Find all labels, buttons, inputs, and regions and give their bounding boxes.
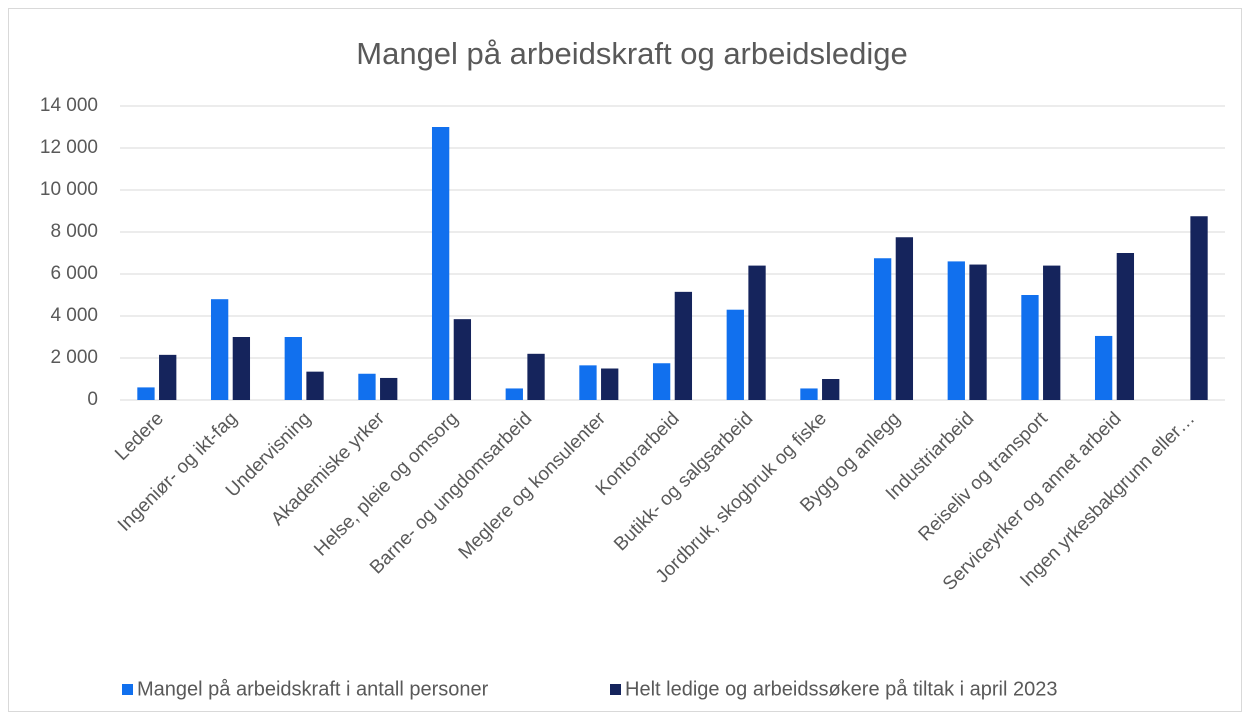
bar (674, 291, 693, 400)
bar (726, 309, 744, 400)
bar (895, 237, 914, 400)
legend-swatch (610, 684, 621, 695)
bar (306, 371, 324, 400)
bar (159, 354, 177, 400)
bar (380, 377, 398, 400)
y-tick-label: 4 000 (50, 305, 98, 326)
legend-label: Helt ledige og arbeidssøkere på tiltak i… (625, 678, 1057, 700)
chart-title: Mangel på arbeidskraft og arbeidsledige (356, 36, 907, 71)
bar (1021, 295, 1039, 400)
y-tick-label: 14 000 (40, 95, 98, 116)
bar (431, 127, 450, 400)
bar (579, 365, 597, 400)
bar (284, 337, 302, 400)
y-tick-label: 6 000 (50, 263, 98, 284)
bar (358, 373, 376, 400)
y-tick-label: 0 (87, 389, 98, 410)
bar (137, 387, 155, 400)
bar (1190, 216, 1208, 400)
legend-swatch (122, 684, 133, 695)
bar (1116, 253, 1135, 400)
y-tick-label: 12 000 (40, 137, 98, 158)
y-tick-label: 8 000 (50, 221, 98, 242)
bar (1094, 335, 1113, 400)
bar (873, 258, 892, 400)
bar (505, 388, 523, 400)
bar (822, 379, 840, 400)
y-tick-label: 2 000 (50, 347, 98, 368)
legend-label: Mangel på arbeidskraft i antall personer (137, 678, 489, 700)
bar (527, 353, 545, 400)
bar (969, 264, 987, 400)
bar (232, 337, 251, 400)
bar (1043, 265, 1061, 400)
y-tick-label: 10 000 (40, 179, 98, 200)
bar (947, 261, 965, 400)
bar (800, 388, 818, 400)
bar (652, 363, 671, 400)
bar (748, 265, 766, 400)
bar (601, 368, 619, 400)
bar (453, 319, 472, 400)
bar (210, 299, 229, 400)
